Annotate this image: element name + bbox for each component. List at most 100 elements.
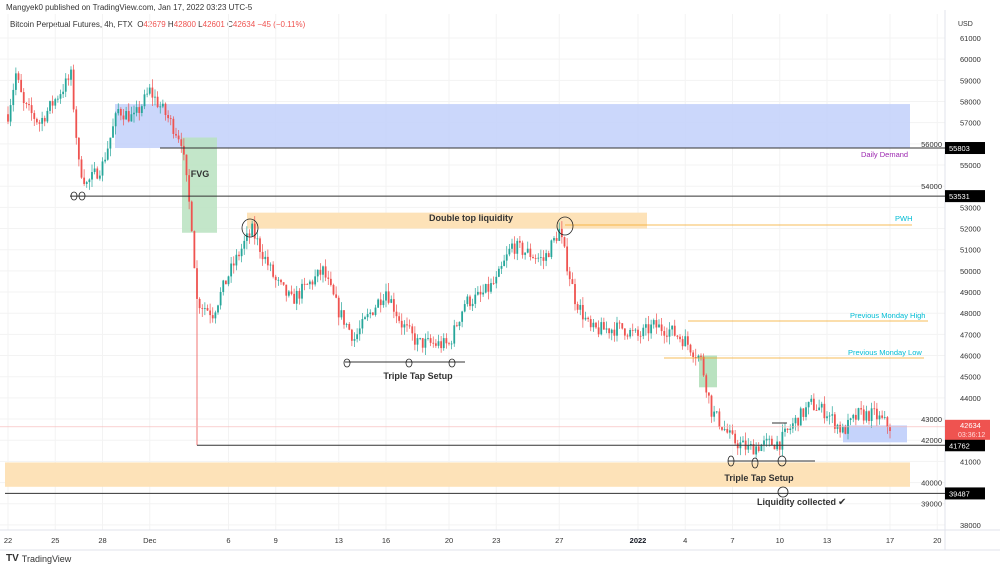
time-tick-label: 28 xyxy=(98,536,106,545)
price-tick-label: 39000 xyxy=(921,500,942,509)
candle-body xyxy=(681,339,684,347)
triple-tap-label-2: Triple Tap Setup xyxy=(724,473,794,483)
candle-body xyxy=(135,107,138,113)
candle-body xyxy=(529,248,532,257)
candle-body xyxy=(763,440,765,445)
candle-body xyxy=(700,355,702,357)
price-tick-label: 52000 xyxy=(960,225,981,234)
candle-body xyxy=(469,296,471,307)
candle-body xyxy=(868,411,870,421)
candle-body xyxy=(579,304,582,310)
daily-demand-label: Daily Demand xyxy=(861,150,908,159)
candle-body xyxy=(791,423,794,429)
candle-body xyxy=(33,113,36,119)
candle-body xyxy=(9,105,12,122)
candle-body xyxy=(626,335,629,337)
candle-body xyxy=(337,297,340,318)
candle-body xyxy=(138,107,141,114)
open-label: O xyxy=(137,20,144,29)
candle-body xyxy=(794,417,797,424)
time-tick-label: 2022 xyxy=(630,536,647,545)
candle-body xyxy=(660,324,663,332)
symbol-name[interactable]: Bitcoin Perpetual Futures, 4h, FTX xyxy=(10,20,133,29)
candle-body xyxy=(652,320,655,325)
candle-body xyxy=(694,357,697,359)
candle-body xyxy=(329,278,332,285)
time-tick-label: 27 xyxy=(555,536,563,545)
candle-body xyxy=(282,282,285,285)
candle-body xyxy=(768,438,771,440)
daily-demand-zone xyxy=(115,104,910,149)
candle-body xyxy=(272,264,275,277)
candle-body xyxy=(784,428,786,432)
candle-body xyxy=(453,325,456,344)
candle-body xyxy=(715,411,718,413)
candle-body xyxy=(324,266,327,278)
candle-body xyxy=(413,333,416,345)
candle-body xyxy=(833,414,836,429)
candle-body xyxy=(476,291,479,295)
candle-body xyxy=(726,428,729,433)
candle-body xyxy=(75,109,78,138)
time-tick-label: 17 xyxy=(886,536,894,545)
candle-body xyxy=(671,325,674,330)
candle-body xyxy=(119,109,122,116)
candle-body xyxy=(224,280,227,285)
candle-body xyxy=(25,103,28,105)
candle-body xyxy=(175,133,177,136)
candle-body xyxy=(127,111,130,122)
price-tick-label: 42000 xyxy=(921,436,942,445)
close-label: C xyxy=(227,20,233,29)
candle-body xyxy=(85,182,88,184)
candle-body xyxy=(206,308,209,311)
candle-body xyxy=(261,251,264,260)
candle-body xyxy=(151,87,154,98)
candle-body xyxy=(747,445,750,450)
sell-side-liquidity-zone xyxy=(5,462,910,487)
candle-body xyxy=(862,409,865,421)
candle-body xyxy=(416,338,419,345)
price-tick-label: 43000 xyxy=(921,415,942,424)
candle-body xyxy=(870,408,873,421)
candle-body xyxy=(807,401,810,408)
time-tick-label: 4 xyxy=(683,536,687,545)
candle-body xyxy=(64,78,67,92)
candle-body xyxy=(487,284,490,292)
candle-body xyxy=(568,271,571,280)
candle-body xyxy=(631,329,634,331)
candle-body xyxy=(17,73,20,80)
candle-body xyxy=(587,317,590,320)
tradingview-logo[interactable]: TV TradingView xyxy=(6,553,71,564)
time-tick-label: 20 xyxy=(933,536,941,545)
candle-body xyxy=(461,311,464,322)
candle-body xyxy=(600,322,603,335)
candle-body xyxy=(865,411,868,421)
candle-body xyxy=(668,329,671,337)
prev-monday-high-label: Previous Monday High xyxy=(850,311,925,320)
candle-body xyxy=(122,115,125,120)
candle-body xyxy=(434,343,437,346)
price-tick-label: 54000 xyxy=(921,182,942,191)
candle-body xyxy=(574,284,576,305)
symbol-legend: Bitcoin Perpetual Futures, 4h, FTX O4267… xyxy=(10,20,305,29)
candle-body xyxy=(306,284,309,285)
low-value: 42601 xyxy=(202,20,225,29)
circle-marker xyxy=(343,358,351,368)
demand-zone-small xyxy=(843,425,907,443)
candle-body xyxy=(251,223,254,236)
candle-body xyxy=(56,98,59,100)
candle-body xyxy=(595,322,597,328)
candle-body xyxy=(411,326,414,334)
candle-body xyxy=(474,294,477,304)
candle-body xyxy=(390,299,393,303)
candle-body xyxy=(12,89,15,106)
candle-body xyxy=(201,308,204,309)
candle-body xyxy=(104,159,107,162)
price-label-box xyxy=(945,190,985,203)
candle-body xyxy=(799,408,802,426)
circle-marker xyxy=(241,218,259,238)
candle-body xyxy=(209,310,212,316)
candle-body xyxy=(188,175,191,202)
candle-body xyxy=(697,355,700,359)
